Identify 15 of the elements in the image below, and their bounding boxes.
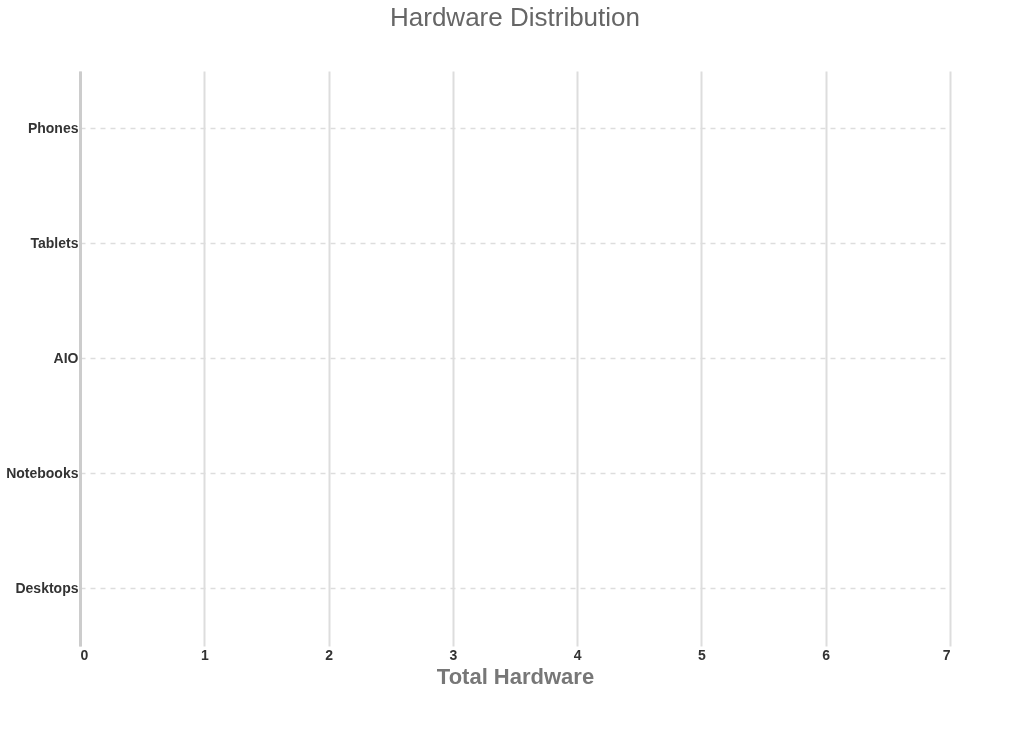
x-tick-label: 7	[942, 646, 951, 663]
y-tick-label: Phones	[27, 119, 79, 136]
y-tick-label: Tablets	[30, 234, 79, 251]
x-tick-label: 2	[325, 646, 334, 663]
x-tick-label: 6	[822, 646, 831, 663]
y-tick-label: AIO	[53, 349, 79, 366]
x-tick-label: 0	[80, 646, 89, 663]
chart-title: Hardware Distribution	[390, 2, 640, 32]
y-tick-label: Notebooks	[6, 464, 79, 481]
x-tick-label: 5	[698, 646, 707, 663]
x-tick-label: 4	[573, 646, 582, 663]
y-tick-label: Desktops	[15, 579, 79, 596]
x-tick-label: 1	[200, 646, 209, 663]
x-axis-title: Total Hardware	[436, 663, 595, 689]
x-tick-label: 3	[449, 646, 458, 663]
